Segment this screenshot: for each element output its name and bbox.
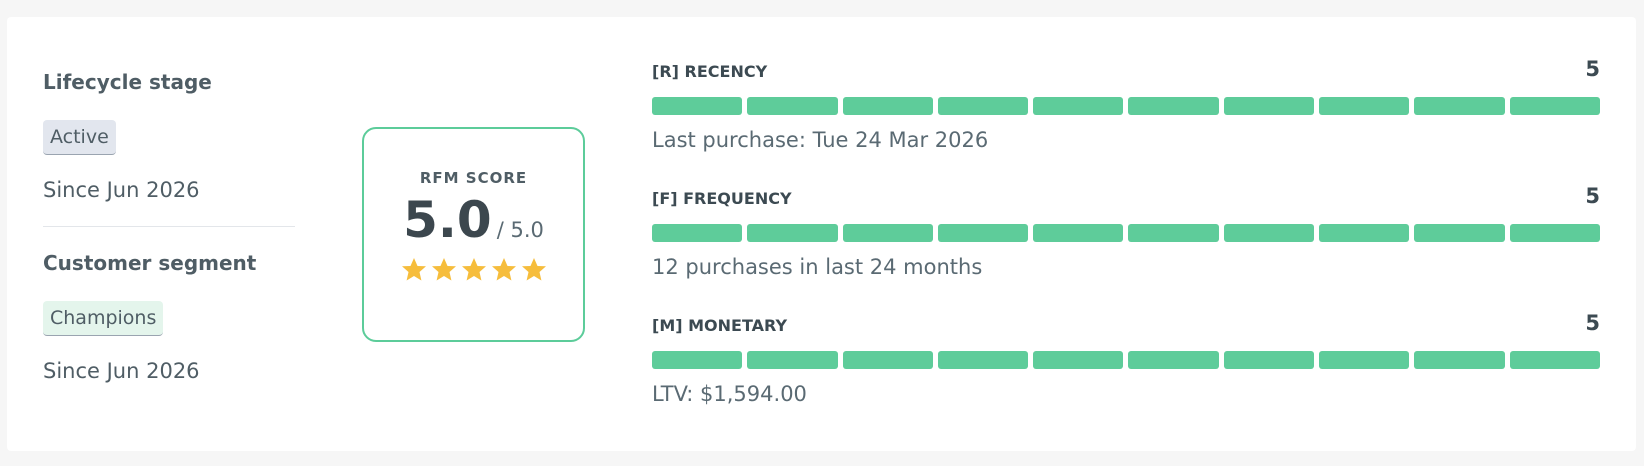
bar-segment	[652, 97, 743, 115]
bar-segment	[1033, 97, 1124, 115]
bar-segment	[1128, 351, 1219, 369]
rfm-box: RFM SCORE 5.0 / 5.0	[362, 127, 585, 342]
bar-segment	[1414, 97, 1505, 115]
rfm-card: Lifecycle stage Active Since Jun 2026 Cu…	[7, 17, 1636, 451]
metric-bar	[652, 224, 1600, 242]
metric-detail: 12 purchases in last 24 months	[652, 255, 983, 279]
bar-segment	[937, 224, 1029, 242]
metric-bar	[652, 97, 1600, 115]
bar-segment	[842, 97, 933, 115]
segment-since: Since Jun 2026	[43, 359, 200, 383]
rfm-max: / 5.0	[496, 218, 544, 242]
lifecycle-title: Lifecycle stage	[43, 70, 212, 94]
metric-name: [F] FREQUENCY	[652, 189, 792, 208]
bar-segment	[1033, 351, 1124, 369]
bar-segment	[1414, 224, 1505, 242]
bar-segment	[652, 351, 743, 369]
divider	[43, 226, 295, 227]
bar-segment	[1319, 351, 1410, 369]
bar-segment	[1033, 224, 1124, 242]
star	[401, 258, 426, 281]
bar-segment	[1223, 351, 1315, 369]
bar-segment	[1319, 224, 1410, 242]
bar-segment	[1509, 224, 1600, 242]
metric-detail: LTV: $1,594.00	[652, 382, 807, 406]
star	[431, 258, 456, 281]
metric-detail: Last purchase: Tue 24 Mar 2026	[652, 128, 989, 152]
rfm-label: RFM SCORE	[419, 169, 528, 187]
lifecycle-badge: Active	[43, 120, 116, 155]
bar-segment	[747, 97, 838, 115]
bar-segment	[747, 351, 838, 369]
segment-badge: Champions	[43, 301, 164, 336]
bar-segment	[1128, 224, 1219, 242]
bar-segment	[1128, 97, 1219, 115]
metric-score: 5	[1585, 57, 1600, 81]
metric-name: [R] RECENCY	[652, 62, 768, 81]
lifecycle-since: Since Jun 2026	[43, 178, 200, 202]
bar-segment	[1509, 351, 1600, 369]
bar-segment	[842, 351, 933, 369]
segment-title: Customer segment	[43, 251, 257, 275]
bar-segment	[1223, 224, 1315, 242]
bar-segment	[1509, 97, 1600, 115]
star	[461, 258, 486, 281]
rfm-score: 5.0	[403, 191, 492, 249]
bar-segment	[937, 97, 1029, 115]
metric-score: 5	[1585, 311, 1600, 335]
metric-bar	[652, 351, 1600, 369]
bar-segment	[1319, 97, 1410, 115]
metric-name: [M] MONETARY	[652, 316, 788, 335]
bar-segment	[747, 224, 838, 242]
bar-segment	[652, 224, 743, 242]
star	[521, 258, 546, 281]
bar-segment	[842, 224, 933, 242]
rfm-score-row: 5.0 / 5.0	[364, 191, 583, 249]
metric-score: 5	[1585, 184, 1600, 208]
star	[491, 258, 516, 281]
bar-segment	[937, 351, 1029, 369]
bar-segment	[1414, 351, 1505, 369]
stars	[401, 258, 546, 281]
bar-segment	[1223, 97, 1315, 115]
